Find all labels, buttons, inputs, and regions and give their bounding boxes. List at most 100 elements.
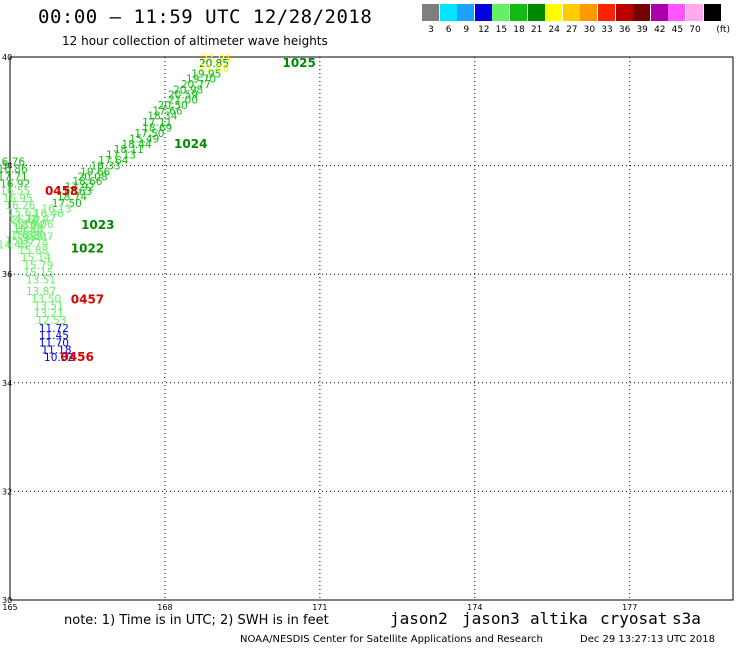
wave-height-label: 16.28 — [13, 222, 43, 234]
wave-height-label: 18.74 — [57, 191, 87, 203]
wave-height-label: 16.95 — [3, 193, 33, 205]
wave-height-label: 17.92 — [65, 182, 95, 194]
scale-tick-label: 36 — [618, 25, 631, 35]
scale-swatch — [562, 4, 580, 21]
scale-swatch — [650, 4, 668, 21]
wave-height-label: 10.32 — [44, 352, 74, 364]
map-subtitle: 12 hour collection of altimeter wave hei… — [62, 34, 328, 48]
scale-tick-label: 45 — [671, 25, 684, 35]
wave-height-label: 18.11 — [114, 144, 144, 156]
scale-tick-label: 70 — [689, 25, 701, 35]
pass-time-label: 1024 — [174, 137, 207, 151]
pass-time-label: 1023 — [81, 218, 114, 232]
wave-height-label: 15.88 — [18, 245, 48, 257]
scale-swatch — [615, 4, 633, 21]
wave-height-label: 17.64 — [98, 155, 128, 167]
wave-height-label: 15.79 — [23, 260, 53, 272]
wave-height-label: 17.13 — [106, 150, 136, 162]
wave-height-label: 14.45 — [0, 240, 28, 252]
wave-height-label: 15.63 — [8, 208, 38, 220]
wave-height-label: 11.18 — [41, 344, 71, 356]
scale-tick-label: 15 — [495, 25, 508, 35]
x-tick-label: 171 — [312, 603, 327, 612]
scale-swatch — [598, 4, 615, 21]
wave-height-label: 20.85 — [199, 58, 229, 70]
scale-tick-label: 21 — [530, 25, 543, 35]
y-tick-label: 32 — [2, 487, 12, 496]
plot-frame — [9, 56, 734, 601]
pass-time-label: 1022 — [71, 241, 104, 255]
scale-tick-label: 12 — [478, 25, 490, 35]
scale-swatch — [474, 4, 492, 21]
credit-line: NOAA/NESDIS Center for Satellite Applica… — [240, 634, 543, 645]
wave-height-label: 15.88 — [10, 230, 40, 242]
x-tick-label: 165 — [2, 603, 17, 612]
wave-height-label: 15.55 — [13, 224, 43, 236]
scale-swatch — [527, 4, 545, 21]
scale-tick-label: 3 — [428, 25, 434, 35]
wave-height-label: 19.66 — [80, 166, 110, 178]
wave-height-label: 21.00 — [168, 95, 198, 107]
wave-height-label: 11.45 — [39, 330, 69, 342]
wave-height-label: 16.46 — [34, 208, 64, 220]
wave-height-label: 13.21 — [34, 308, 64, 320]
legend-jason3: jason3 — [462, 609, 520, 628]
scale-unit-label: (ft) — [716, 25, 730, 35]
legend-jason2: jason2 — [390, 609, 448, 628]
wave-height-label: 17.71 — [0, 171, 28, 183]
scale-swatch — [439, 4, 457, 21]
wave-height-label: 16.13 — [41, 203, 71, 215]
scale-tick-label: 9 — [463, 25, 470, 35]
wave-height-label: 17.63 — [62, 186, 92, 198]
wave-height-label: 11.70 — [39, 337, 69, 349]
wave-height-label: 11.72 — [39, 323, 69, 335]
generated-timestamp: Dec 29 13:27:13 UTC 2018 — [580, 634, 715, 645]
wave-height-label: 21.91 — [202, 53, 232, 65]
wave-height-label: 15.15 — [23, 267, 53, 279]
wave-height-label: 13.51 — [26, 274, 56, 286]
x-tick-label: 168 — [157, 603, 172, 612]
wave-height-label: 15.77 — [16, 220, 46, 232]
wave-height-label: 17.50 — [134, 128, 164, 140]
y-tick-label: 30 — [2, 596, 12, 605]
pass-time-label: 0458 — [45, 184, 78, 198]
scale-tick-label: 18 — [513, 25, 525, 35]
scale-tick-label: 33 — [601, 25, 613, 35]
wave-height-label: 16.76 — [0, 157, 25, 169]
scale-swatch — [510, 4, 527, 21]
wave-height-label: 18.44 — [121, 139, 151, 151]
scale-tick-label: 24 — [548, 25, 560, 35]
scale-tick-label: 42 — [654, 25, 666, 35]
wave-height-label: 15.87 — [23, 232, 53, 244]
wave-height-label: 20.08 — [78, 171, 108, 183]
map-title: 00:00 – 11:59 UTC 12/28/2018 — [38, 6, 373, 28]
scale-tick-label: 39 — [636, 25, 648, 35]
wave-height-label: 19.95 — [191, 69, 221, 81]
footer-note: note: 1) Time is in UTC; 2) SWH is in fe… — [64, 613, 329, 628]
wave-height-label: 13.87 — [26, 286, 56, 298]
wave-height-label: 18.66 — [72, 176, 102, 188]
scale-swatch — [422, 4, 439, 21]
wave-height-label: 18.34 — [147, 110, 177, 122]
wave-height-label: 16.30 — [16, 230, 46, 242]
wave-height-label: 12.53 — [36, 315, 66, 327]
wave-height-label: 14.22 — [8, 214, 38, 226]
wave-height-label: 17.11 — [142, 117, 172, 129]
pass-time-label: 0457 — [71, 293, 104, 307]
scale-tick-label: 30 — [583, 25, 596, 35]
wave-height-label: 18.69 — [142, 122, 172, 134]
wave-height-label: 20.50 — [158, 100, 188, 112]
legend-cryosat: cryosat — [600, 609, 668, 628]
scale-swatch — [580, 4, 598, 21]
wave-height-label: 18.33 — [91, 160, 121, 172]
y-tick-label: 34 — [2, 379, 12, 388]
wave-height-label: 15.49 — [129, 133, 159, 145]
wave-height-label: 13.51 — [34, 300, 64, 312]
pass-time-label: 1025 — [282, 56, 315, 70]
y-tick-label: 40 — [2, 53, 12, 62]
scale-swatch — [492, 4, 510, 21]
wave-height-label: 20.77 — [181, 79, 211, 91]
wave-height-label: 20.59 — [168, 89, 198, 101]
wave-height-label: 15.14 — [21, 252, 51, 264]
